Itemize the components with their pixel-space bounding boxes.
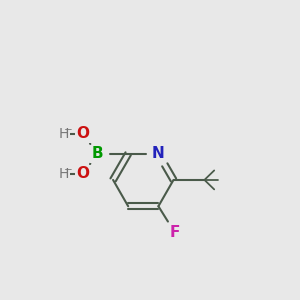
Text: O: O xyxy=(76,126,89,141)
Text: H: H xyxy=(58,127,69,141)
Text: H: H xyxy=(58,167,69,181)
Text: −: − xyxy=(64,124,73,135)
Text: N: N xyxy=(152,146,165,161)
Text: F: F xyxy=(169,225,180,240)
Text: B: B xyxy=(92,146,103,161)
Text: O: O xyxy=(76,167,89,182)
Text: −: − xyxy=(64,165,73,175)
